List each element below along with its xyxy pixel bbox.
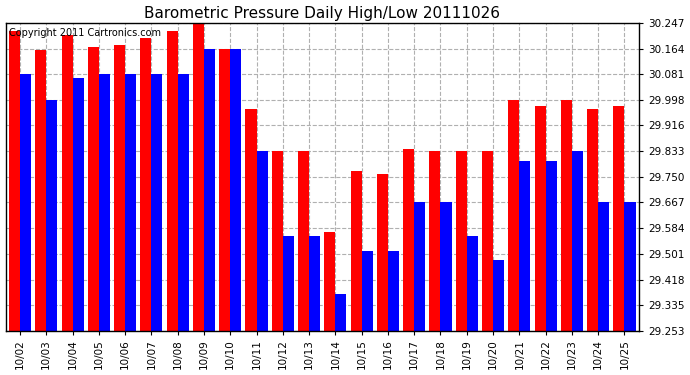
Bar <box>219 49 230 330</box>
Bar <box>140 38 151 330</box>
Bar <box>246 109 257 330</box>
Bar <box>414 202 425 330</box>
Bar <box>362 251 373 330</box>
Bar <box>72 78 83 330</box>
Bar <box>309 236 320 330</box>
Bar <box>613 106 624 330</box>
Bar <box>46 99 57 330</box>
Bar <box>335 294 346 330</box>
Bar <box>35 50 46 330</box>
Bar <box>283 236 294 330</box>
Title: Barometric Pressure Daily High/Low 20111026: Barometric Pressure Daily High/Low 20111… <box>144 6 500 21</box>
Bar <box>482 151 493 330</box>
Bar <box>88 47 99 330</box>
Bar <box>230 49 241 330</box>
Bar <box>114 45 125 330</box>
Bar <box>298 151 309 330</box>
Bar <box>125 75 136 330</box>
Bar <box>598 202 609 330</box>
Bar <box>440 202 451 330</box>
Bar <box>324 232 335 330</box>
Bar <box>466 236 477 330</box>
Bar <box>61 34 72 330</box>
Bar <box>272 151 283 330</box>
Bar <box>546 161 557 330</box>
Bar <box>193 23 204 330</box>
Text: Copyright 2011 Cartronics.com: Copyright 2011 Cartronics.com <box>9 28 161 38</box>
Bar <box>403 149 414 330</box>
Bar <box>429 151 440 330</box>
Bar <box>167 32 178 330</box>
Bar <box>561 99 572 330</box>
Bar <box>20 75 31 330</box>
Bar <box>151 75 162 330</box>
Bar <box>455 151 466 330</box>
Bar <box>257 151 268 330</box>
Bar <box>587 109 598 330</box>
Bar <box>388 251 399 330</box>
Bar <box>624 202 635 330</box>
Bar <box>9 32 20 330</box>
Bar <box>509 99 520 330</box>
Bar <box>520 161 531 330</box>
Bar <box>178 75 189 330</box>
Bar <box>572 151 583 330</box>
Bar <box>493 260 504 330</box>
Bar <box>204 49 215 330</box>
Bar <box>535 106 546 330</box>
Bar <box>99 75 110 330</box>
Bar <box>351 171 362 330</box>
Bar <box>377 174 388 330</box>
